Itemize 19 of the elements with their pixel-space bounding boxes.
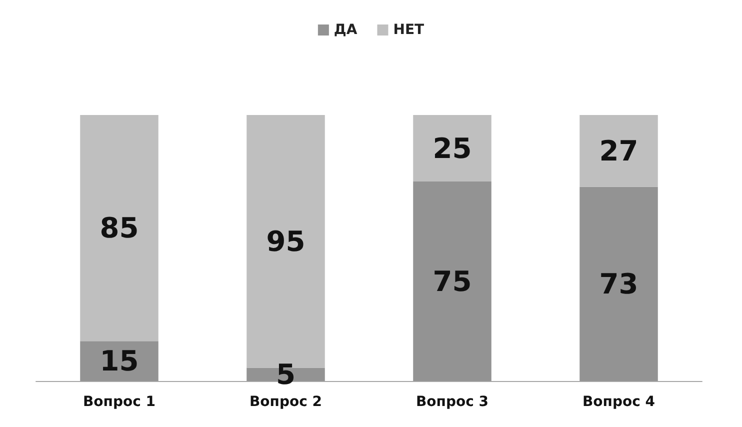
- x-tick-label: Вопрос 3: [416, 394, 489, 410]
- data-label: 5: [276, 358, 296, 391]
- bar: [80, 115, 158, 342]
- x-tick-label: Вопрос 4: [582, 394, 656, 410]
- bar: [413, 115, 492, 182]
- bar: [580, 115, 658, 187]
- x-tick-label: Вопрос 1: [82, 394, 156, 410]
- data-label: 73: [599, 267, 638, 300]
- data-label: 27: [599, 134, 638, 168]
- data-label: 75: [432, 264, 472, 298]
- legend-label: НЕТ: [393, 22, 425, 38]
- data-label: 95: [266, 224, 306, 258]
- data-label: 25: [432, 132, 472, 165]
- data-label: 15: [100, 344, 139, 378]
- bar: [580, 186, 658, 381]
- x-tick-label: Вопрос 2: [249, 394, 322, 410]
- data-label: 85: [100, 212, 139, 245]
- legend-label: ДА: [334, 22, 358, 38]
- bar: [413, 182, 492, 381]
